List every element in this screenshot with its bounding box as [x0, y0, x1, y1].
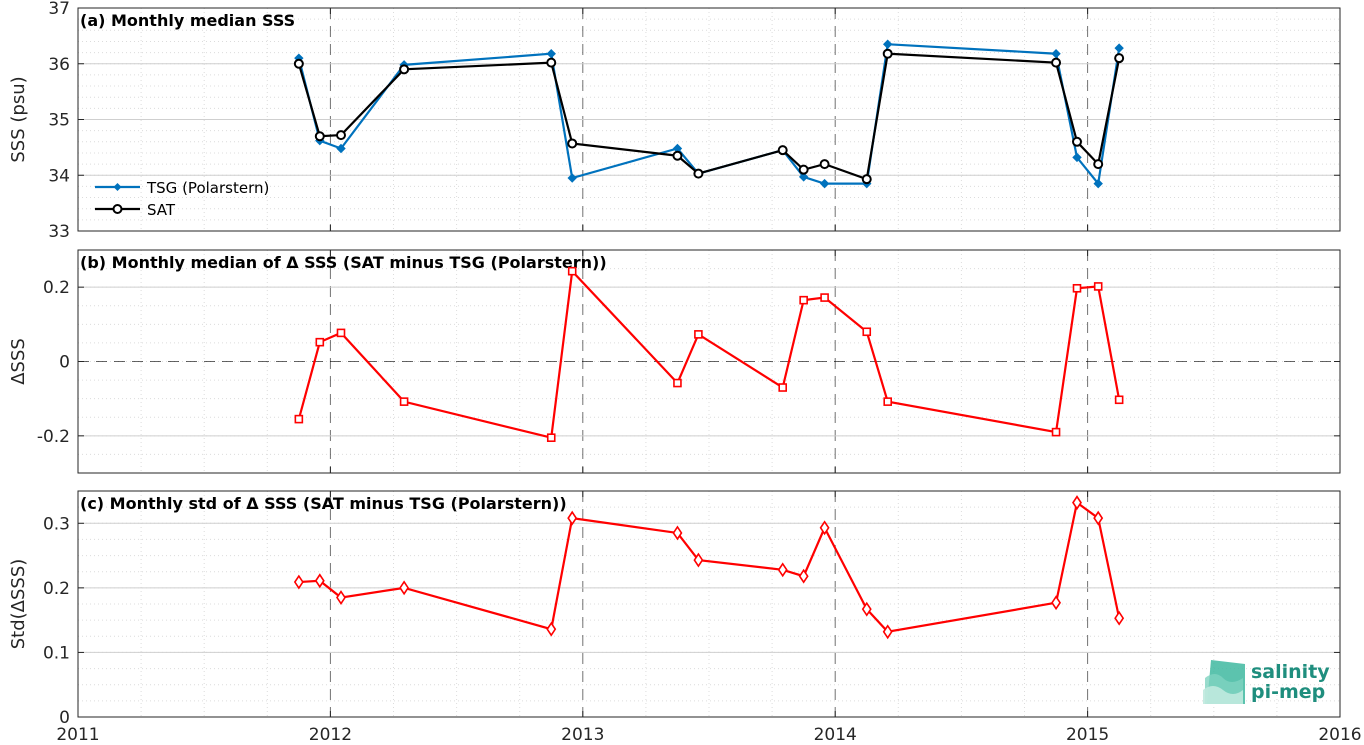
data-point	[778, 383, 788, 392]
data-point	[546, 49, 556, 59]
logo-line-2: pi-mep	[1251, 681, 1325, 703]
y-axis-label: ΔSSS	[8, 338, 29, 385]
panel-title: (a) Monthly median SSS	[80, 11, 295, 30]
data-point	[1072, 495, 1082, 511]
panel-c-std-delta-sss: 0 0.1 0.2 0.3 2011 2012 2013 2014 2015 2016 Std(ΔS…	[8, 490, 1362, 745]
y-tick-label: 0.2	[43, 579, 70, 599]
y-tick-label: 37	[48, 0, 70, 19]
data-point	[314, 131, 325, 142]
x-tick-label: 2012	[309, 725, 352, 745]
data-point	[399, 397, 409, 406]
series-line	[297, 43, 1121, 187]
legend-label: TSG (Polarstern)	[146, 179, 269, 197]
data-point	[672, 150, 683, 161]
data-point	[294, 414, 304, 424]
data-point	[1093, 282, 1103, 291]
data-point	[798, 164, 809, 175]
panel-title: (c) Monthly std of Δ SSS (SAT minus TSG …	[80, 494, 567, 513]
data-point	[546, 621, 557, 637]
data-point	[336, 143, 346, 154]
data-point	[399, 64, 410, 75]
data-point	[1093, 510, 1104, 526]
data-point	[567, 138, 578, 149]
data-point	[293, 574, 304, 590]
data-point	[1051, 427, 1061, 437]
data-point	[1093, 178, 1103, 189]
panel-title: (b) Monthly median of Δ SSS (SAT minus T…	[80, 253, 607, 272]
data-point	[883, 397, 892, 406]
data-point	[546, 57, 557, 68]
data-point	[819, 520, 830, 536]
data-point	[861, 601, 872, 617]
y-tick-label: 33	[48, 222, 70, 242]
data-point	[882, 48, 893, 59]
y-tick-label: 0.2	[43, 278, 70, 298]
data-point	[567, 173, 577, 183]
legend-label: SAT	[147, 201, 176, 219]
data-point	[819, 178, 830, 189]
data-point	[820, 293, 829, 302]
data-point	[1051, 595, 1062, 611]
data-point	[1114, 53, 1125, 64]
y-tick-label: 0.1	[43, 643, 70, 663]
data-point	[567, 510, 578, 526]
panel-b-median-delta-sss: -0.2 0 0.2 ΔSSS (b) Monthly median of Δ SSS …	[8, 249, 1341, 474]
y-tick-label: 35	[48, 111, 70, 131]
data-point	[546, 433, 556, 442]
y-tick-label: -0.2	[37, 427, 70, 447]
x-tick-label: 2013	[561, 725, 604, 745]
data-point	[567, 266, 577, 276]
data-point	[777, 145, 788, 156]
legend-swatch-marker	[113, 183, 122, 191]
x-tick-label: 2015	[1066, 725, 1109, 745]
data-point	[673, 378, 682, 388]
salinity-pi-mep-logo: salinity pi-mep	[1203, 660, 1330, 704]
data-point	[882, 39, 893, 49]
data-point	[799, 295, 808, 305]
data-point	[293, 58, 304, 69]
y-tick-label: 34	[48, 166, 70, 186]
data-point	[1093, 159, 1104, 170]
logo-line-1: salinity	[1251, 661, 1330, 683]
y-tick-label: 0.3	[43, 514, 70, 534]
x-tick-label: 2016	[1318, 725, 1361, 745]
data-point	[315, 337, 325, 347]
y-axis-label: SSS (psu)	[8, 76, 29, 162]
y-tick-label: 36	[48, 55, 70, 75]
y-axis-label: Std(ΔSSS)	[8, 559, 29, 650]
data-point	[693, 552, 704, 568]
data-point	[798, 568, 809, 584]
data-point	[1072, 152, 1082, 163]
data-point	[798, 172, 809, 182]
y-tick-label: 0	[59, 708, 70, 728]
data-point	[336, 328, 346, 338]
data-point	[861, 174, 872, 185]
data-point	[336, 590, 346, 605]
x-tick-label: 2014	[814, 725, 857, 745]
legend-swatch-marker	[112, 204, 123, 214]
data-point	[819, 159, 830, 170]
data-point	[777, 562, 788, 578]
panel-a-monthly-median-sss: 33 34 35 36 37 SSS (psu) (a) Monthly median SS…	[8, 0, 1341, 242]
data-point	[672, 525, 683, 541]
data-point	[1114, 395, 1124, 405]
data-point	[1114, 610, 1125, 626]
data-point	[694, 330, 703, 339]
data-point	[882, 624, 893, 640]
data-point	[1051, 57, 1062, 68]
data-point	[399, 580, 410, 596]
plot-frame	[77, 490, 1341, 718]
data-point	[336, 130, 347, 141]
y-tick-label: 0	[59, 353, 70, 373]
data-point	[862, 327, 872, 337]
data-point	[1072, 283, 1082, 293]
data-point	[314, 573, 325, 589]
data-point	[1114, 43, 1124, 53]
data-point	[1071, 136, 1082, 147]
data-point	[1051, 49, 1061, 59]
x-tick-label: 2011	[56, 725, 99, 745]
data-point	[693, 168, 704, 179]
